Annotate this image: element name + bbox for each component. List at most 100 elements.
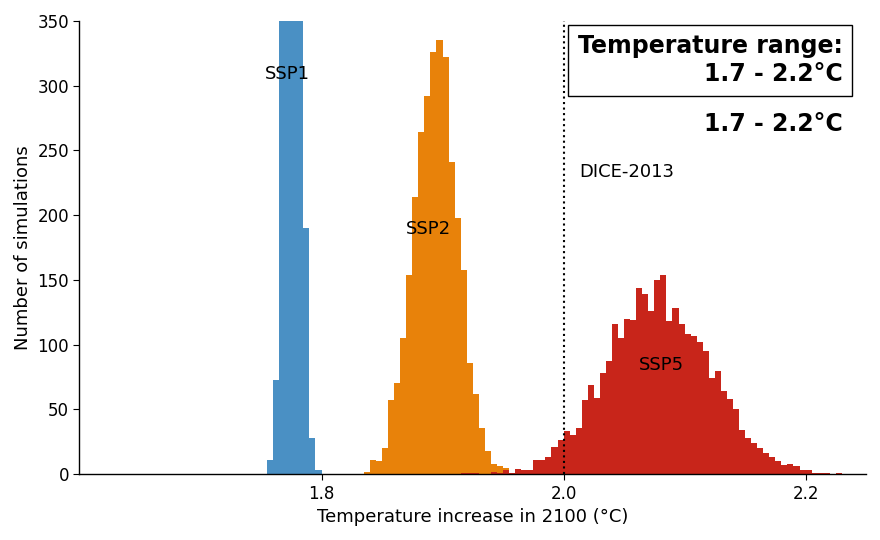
- Bar: [678, 324, 685, 474]
- Text: Temperature range:
1.7 - 2.2°C: Temperature range: 1.7 - 2.2°C: [577, 35, 842, 86]
- Bar: [745, 438, 752, 474]
- Bar: [443, 57, 449, 474]
- Bar: [466, 473, 473, 474]
- X-axis label: Temperature increase in 2100 (°C): Temperature increase in 2100 (°C): [317, 508, 628, 526]
- Bar: [794, 467, 800, 474]
- Bar: [485, 451, 491, 474]
- Bar: [775, 461, 781, 474]
- Text: SSP2: SSP2: [407, 220, 451, 239]
- Bar: [473, 394, 479, 474]
- Bar: [763, 454, 769, 474]
- Bar: [691, 335, 697, 474]
- Bar: [588, 385, 594, 474]
- Bar: [769, 457, 775, 474]
- Bar: [503, 468, 510, 474]
- Bar: [618, 338, 624, 474]
- Bar: [612, 324, 618, 474]
- Bar: [836, 473, 842, 474]
- Bar: [491, 471, 497, 474]
- Bar: [424, 96, 430, 474]
- Bar: [636, 288, 642, 474]
- Bar: [739, 430, 745, 474]
- Y-axis label: Number of simulations: Number of simulations: [14, 145, 32, 350]
- Bar: [582, 400, 588, 474]
- Bar: [624, 319, 630, 474]
- Bar: [455, 218, 461, 474]
- Bar: [461, 269, 466, 474]
- Bar: [473, 473, 479, 474]
- Text: Temperature range:: Temperature range:: [577, 35, 842, 58]
- Bar: [413, 197, 418, 474]
- Bar: [466, 363, 473, 474]
- Bar: [436, 40, 443, 474]
- Bar: [394, 383, 400, 474]
- Bar: [418, 132, 424, 474]
- Bar: [649, 311, 655, 474]
- Bar: [503, 470, 510, 474]
- Bar: [757, 448, 763, 474]
- Text: 1.7 - 2.2°C: 1.7 - 2.2°C: [704, 112, 842, 136]
- Bar: [818, 473, 824, 474]
- Bar: [600, 373, 606, 474]
- Text: SSP5: SSP5: [639, 356, 684, 374]
- Bar: [461, 473, 466, 474]
- Bar: [521, 470, 527, 474]
- Bar: [721, 392, 727, 474]
- Bar: [666, 321, 672, 474]
- Bar: [533, 460, 539, 474]
- Bar: [388, 400, 394, 474]
- Bar: [510, 473, 515, 474]
- Bar: [685, 334, 691, 474]
- Bar: [546, 457, 552, 474]
- Bar: [291, 0, 297, 474]
- Bar: [304, 228, 310, 474]
- Bar: [382, 448, 388, 474]
- Bar: [630, 320, 636, 474]
- Bar: [563, 431, 569, 474]
- Bar: [727, 399, 733, 474]
- Bar: [642, 294, 649, 474]
- Bar: [430, 52, 436, 474]
- Bar: [660, 275, 666, 474]
- Bar: [558, 441, 563, 474]
- Bar: [733, 409, 739, 474]
- Bar: [697, 342, 703, 474]
- Bar: [672, 308, 678, 474]
- Bar: [497, 467, 503, 474]
- Bar: [752, 443, 757, 474]
- Bar: [788, 464, 794, 474]
- Text: DICE-2013: DICE-2013: [579, 163, 674, 181]
- Bar: [279, 16, 285, 474]
- Bar: [715, 370, 721, 474]
- Bar: [655, 280, 660, 474]
- Bar: [606, 361, 612, 474]
- Bar: [497, 473, 503, 474]
- Text: SSP1: SSP1: [265, 65, 310, 83]
- Bar: [800, 470, 805, 474]
- Bar: [273, 380, 279, 474]
- Bar: [400, 338, 407, 474]
- Bar: [479, 428, 485, 474]
- Bar: [824, 473, 830, 474]
- Bar: [703, 351, 708, 474]
- Bar: [407, 275, 413, 474]
- Bar: [811, 473, 818, 474]
- Bar: [364, 471, 370, 474]
- Bar: [267, 460, 273, 474]
- Bar: [552, 447, 558, 474]
- Bar: [315, 470, 321, 474]
- Bar: [805, 470, 811, 474]
- Bar: [539, 460, 546, 474]
- Bar: [376, 461, 382, 474]
- Bar: [310, 438, 315, 474]
- Bar: [527, 470, 533, 474]
- Bar: [576, 428, 582, 474]
- Bar: [594, 398, 600, 474]
- Bar: [515, 469, 521, 474]
- Bar: [297, 0, 304, 474]
- Bar: [449, 162, 455, 474]
- Bar: [708, 379, 715, 474]
- Bar: [370, 460, 376, 474]
- Bar: [569, 435, 576, 474]
- Bar: [781, 465, 788, 474]
